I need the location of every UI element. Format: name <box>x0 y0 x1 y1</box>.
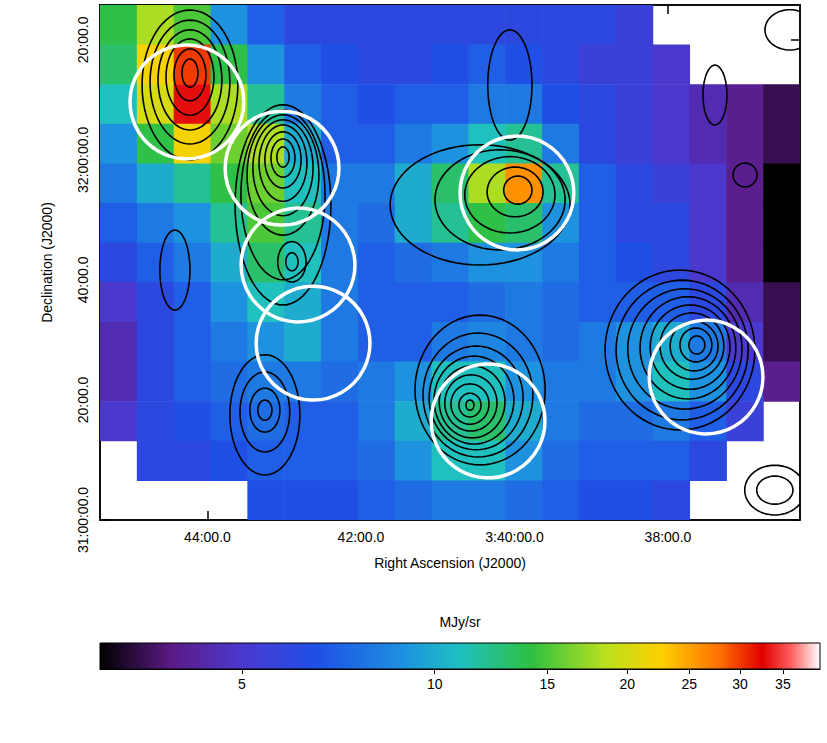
svg-text:40:00.0: 40:00.0 <box>75 256 91 303</box>
svg-text:10: 10 <box>427 676 443 692</box>
svg-text:42:00.0: 42:00.0 <box>338 529 385 545</box>
svg-text:44:00.0: 44:00.0 <box>184 529 231 545</box>
svg-text:20:00.0: 20:00.0 <box>75 16 91 63</box>
svg-text:32:00:00.0: 32:00:00.0 <box>75 127 91 193</box>
svg-text:Right Ascension (J2000): Right Ascension (J2000) <box>374 555 526 571</box>
svg-text:20: 20 <box>620 676 636 692</box>
svg-text:25: 25 <box>682 676 698 692</box>
svg-text:5: 5 <box>238 676 246 692</box>
svg-text:15: 15 <box>540 676 556 692</box>
svg-text:20:00.0: 20:00.0 <box>75 376 91 423</box>
svg-text:31:00:00.0: 31:00:00.0 <box>75 487 91 553</box>
svg-text:30: 30 <box>732 676 748 692</box>
svg-text:3:40:00.0: 3:40:00.0 <box>485 529 544 545</box>
svg-text:35: 35 <box>775 676 791 692</box>
svg-text:38:00.0: 38:00.0 <box>645 529 692 545</box>
svg-text:MJy/sr: MJy/sr <box>439 614 481 630</box>
svg-text:Declination (J2000): Declination (J2000) <box>39 202 55 323</box>
